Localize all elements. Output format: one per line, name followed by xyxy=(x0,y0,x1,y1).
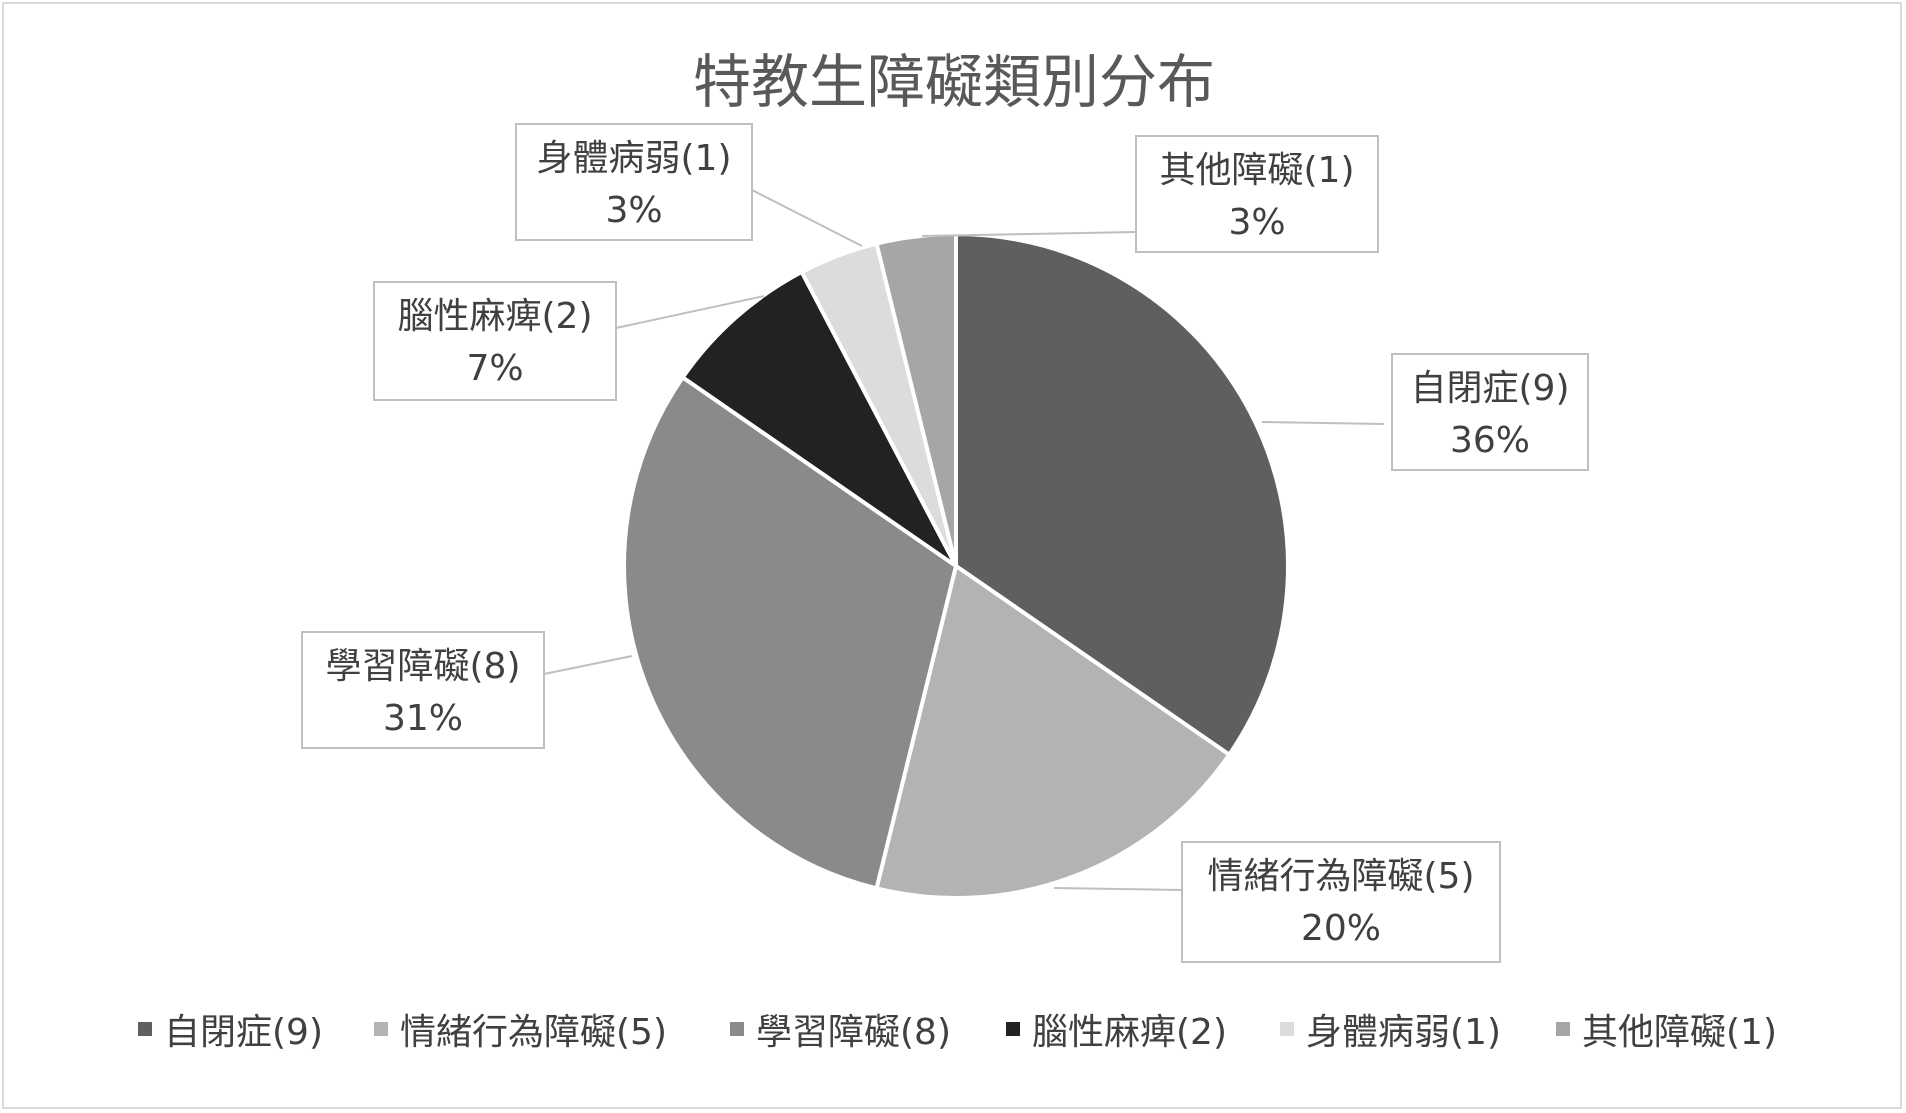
legend: 自閉症(9) 情緒行為障礙(5) 學習障礙(8) 腦性麻痺(2) 身體病弱(1) 其他障礙… xyxy=(138,1012,1777,1053)
pie-slice xyxy=(954,231,1290,758)
legend-label: 腦性麻痺(2) xyxy=(1032,1012,1227,1053)
data-label-percent: 7% xyxy=(466,348,523,389)
data-label-box xyxy=(301,631,545,749)
legend-swatch xyxy=(1006,1022,1020,1036)
legend-swatch xyxy=(1280,1022,1294,1036)
data-label-box xyxy=(373,281,617,401)
data-labels: 自閉症(9) 36% 情緒行為障礙(5) 20% 學習障礙(8) 31% 腦性麻痺(2) 7%… xyxy=(301,123,1589,963)
pie-slice xyxy=(622,374,959,891)
leader-line xyxy=(921,231,1137,237)
data-label-percent: 3% xyxy=(605,190,662,231)
legend-swatch xyxy=(374,1022,388,1036)
legend-label: 自閉症(9) xyxy=(164,1012,323,1053)
legend-swatch xyxy=(730,1022,744,1036)
leader-line xyxy=(1261,421,1385,425)
data-label-percent: 20% xyxy=(1301,908,1381,949)
pie-slice xyxy=(874,231,958,567)
pie-chart: 特教生障礙類別分布 自閉症(9) 36% 情緒行為障礙(5) 20% 學習障礙(8) 31… xyxy=(138,48,1777,1053)
pie-slice xyxy=(874,562,1233,900)
data-label-category: 學習障礙(8) xyxy=(326,646,521,687)
label-leader-lines xyxy=(543,189,1385,891)
leader-line xyxy=(1053,887,1183,891)
pie-slices xyxy=(622,231,1290,900)
data-label-category: 情緒行為障礙(5) xyxy=(1208,856,1475,897)
data-label-box xyxy=(1135,135,1379,253)
data-label-category: 其他障礙(1) xyxy=(1160,150,1355,191)
legend-label: 學習障礙(8) xyxy=(756,1012,951,1053)
legend-label: 身體病弱(1) xyxy=(1306,1012,1501,1053)
data-label-percent: 31% xyxy=(383,698,463,739)
data-label-category: 自閉症(9) xyxy=(1411,368,1570,409)
chart-title: 特教生障礙類別分布 xyxy=(693,48,1215,116)
data-label-box xyxy=(515,123,753,241)
pie-slice xyxy=(679,269,958,568)
leader-line xyxy=(615,295,765,329)
legend-label: 情緒行為障礙(5) xyxy=(400,1012,667,1053)
data-label-category: 腦性麻痺(2) xyxy=(398,296,593,337)
data-label-percent: 3% xyxy=(1228,202,1285,243)
leader-line xyxy=(543,655,633,675)
legend-swatch xyxy=(138,1022,152,1036)
legend-swatch xyxy=(1556,1022,1570,1036)
data-label-category: 身體病弱(1) xyxy=(537,138,732,179)
leader-line xyxy=(751,189,863,247)
legend-label: 其他障礙(1) xyxy=(1582,1012,1777,1053)
data-label-percent: 36% xyxy=(1450,420,1530,461)
data-label-box xyxy=(1391,353,1589,471)
data-label-box xyxy=(1181,841,1501,963)
